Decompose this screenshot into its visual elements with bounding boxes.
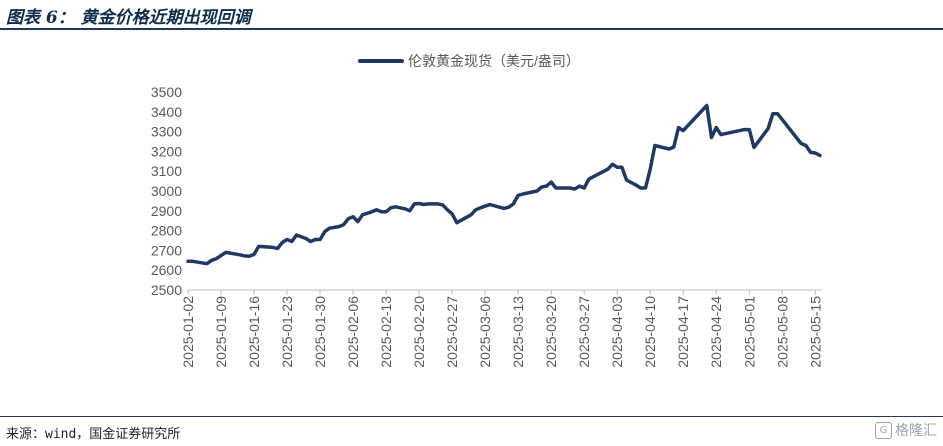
y-tick-label: 3100 (151, 163, 182, 179)
x-tick-label: 2025-01-16 (246, 296, 262, 368)
x-axis: 2025-01-02 2025-01-09 2025-01-16 2025-01-23… (180, 289, 823, 368)
x-tick-label: 2025-01-09 (213, 296, 229, 368)
y-tick-label: 3400 (151, 104, 182, 120)
x-tick-label: 2025-01-02 (180, 296, 196, 368)
page-title: 图表 6： 黄金价格近期出现回调 (6, 8, 251, 28)
gold-price-chart: 伦敦黄金现货（美元/盎司） 2500 2600 2700 2800 2900 3000 31… (151, 53, 823, 368)
chart-legend: 伦敦黄金现货（美元/盎司） (358, 53, 580, 69)
y-axis: 2500 2600 2700 2800 2900 3000 3100 3200 3300 3400… (151, 84, 182, 298)
y-tick-label: 3300 (151, 124, 182, 140)
x-tick-label: 2025-03-06 (477, 296, 493, 368)
x-tick-label: 2025-05-15 (807, 296, 823, 368)
y-tick-label: 2900 (151, 203, 182, 219)
x-tick-label: 2025-04-17 (675, 296, 691, 368)
x-tick-label: 2025-05-08 (774, 296, 790, 368)
bottom-divider (0, 416, 943, 417)
y-tick-label: 2600 (151, 262, 182, 278)
glh-logo-icon: G (875, 421, 892, 439)
y-tick-label: 3000 (151, 183, 182, 199)
x-tick-label: 2025-02-27 (444, 296, 460, 368)
watermark: G 格隆汇 (875, 420, 937, 440)
x-tick-label: 2025-02-06 (345, 296, 361, 368)
y-tick-label: 2500 (151, 282, 182, 298)
x-tick-label: 2025-02-20 (411, 296, 427, 368)
series-layer (186, 103, 822, 266)
watermark-text: 格隆汇 (895, 423, 937, 439)
x-tick-label: 2025-04-03 (609, 296, 625, 368)
top-divider (0, 28, 943, 30)
y-tick-label: 2700 (151, 242, 182, 258)
x-tick-label: 2025-05-01 (741, 296, 757, 368)
x-tick-label: 2025-03-27 (576, 296, 592, 368)
x-tick-label: 2025-03-20 (543, 296, 559, 368)
y-tick-label: 2800 (151, 223, 182, 239)
y-tick-label: 3500 (151, 84, 182, 100)
x-tick-label: 2025-01-30 (312, 296, 328, 368)
source-note: 来源：wind，国金证券研究所 (6, 427, 181, 442)
series-line-london-gold-spot (186, 103, 822, 266)
x-tick-label: 2025-01-23 (279, 296, 295, 368)
x-tick-label: 2025-03-13 (510, 296, 526, 368)
y-tick-label: 3200 (151, 143, 182, 159)
legend-label: 伦敦黄金现货（美元/盎司） (408, 53, 580, 69)
x-tick-label: 2025-04-10 (642, 296, 658, 368)
x-tick-label: 2025-02-13 (378, 296, 394, 368)
x-tick-label: 2025-04-24 (708, 296, 724, 368)
